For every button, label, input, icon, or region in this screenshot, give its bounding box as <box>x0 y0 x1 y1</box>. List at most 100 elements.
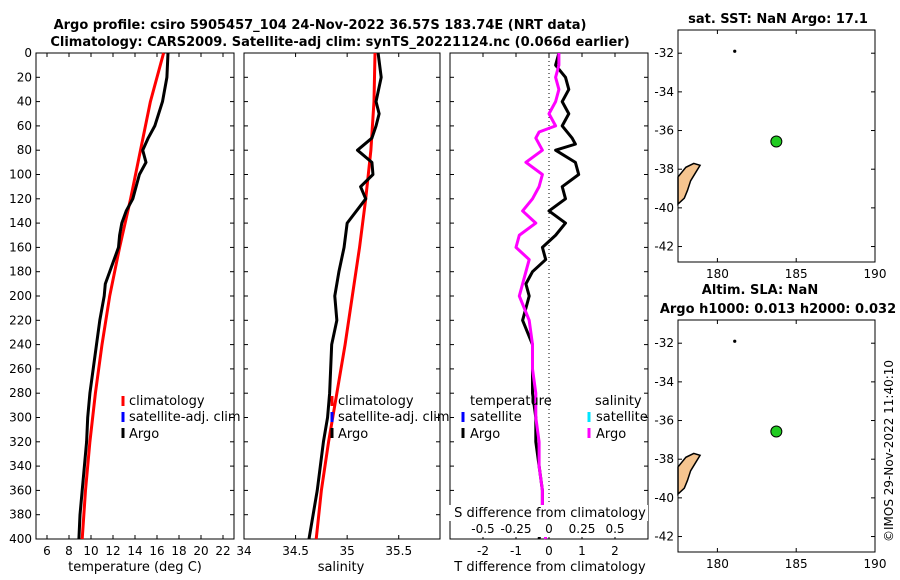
legend-climatology-label: climatology <box>338 394 414 409</box>
temperature-axis-label: temperature (deg C) <box>68 560 202 575</box>
x-tick-label: -1 <box>510 544 522 558</box>
y-tick-label: 200 <box>9 289 32 303</box>
plot-frame <box>35 52 235 540</box>
coastline-land <box>677 162 702 206</box>
y-tick-label: 280 <box>9 386 32 400</box>
sst-map-panel: sat. SST: NaN Argo: 17.1 -32 -34 -36 -38 -40… <box>654 12 886 281</box>
legend-satellite-label: satellite-adj. clim <box>338 410 450 425</box>
x-tick-label: 0 <box>545 544 553 558</box>
sst-map-title: sat. SST: NaN Argo: 17.1 <box>688 12 868 27</box>
y-tick-label: 120 <box>9 192 32 206</box>
legend-t-satellite-label: satellite <box>470 410 522 425</box>
x-tick-label: 10 <box>83 544 98 558</box>
difference-legend: temperature satellite Argo salinity sate… <box>461 394 648 442</box>
y-tick-label: 240 <box>9 338 32 352</box>
plot-frame <box>243 52 441 540</box>
map-y-tick-label: -32 <box>654 336 674 350</box>
x-tick-label: 6 <box>43 544 51 558</box>
x-tick-label: 16 <box>149 544 164 558</box>
legend-climatology-label: climatology <box>129 394 205 409</box>
temperature-legend: climatology satellite-adj. clim Argo <box>121 394 241 442</box>
legend-argo-label: Argo <box>338 427 368 442</box>
y-tick-label: 140 <box>9 216 32 230</box>
y-tick-label: 300 <box>9 411 32 425</box>
map-y-tick-label: -42 <box>654 240 674 254</box>
sla-map-subtitle: Argo h1000: 0.013 h2000: 0.032 <box>660 302 896 317</box>
y-tick-label: 400 <box>9 532 32 546</box>
y-tick-label: 100 <box>9 168 32 182</box>
temperature-panel: 0 20 40 60 80 100 120 140 160 180 200 220 240 260 280 3… <box>9 46 241 575</box>
map-x-tick-label: 180 <box>706 267 729 281</box>
sla-map-title: Altim. SLA: NaN <box>702 283 818 298</box>
s-difference-tick-label: -0.25 <box>500 522 531 536</box>
legend-satellite-label: satellite-adj. clim <box>129 410 241 425</box>
y-tick-label: 60 <box>17 119 32 133</box>
series-line-climatology <box>80 52 166 540</box>
y-tick-label: 220 <box>9 313 32 327</box>
s-difference-tick-label: -0.5 <box>471 522 494 536</box>
map-y-tick-label: -40 <box>654 201 674 215</box>
figure-title-line1: Argo profile: csiro 5905457_104 24-Nov-2… <box>54 18 587 33</box>
s-difference-tick-label: 0 <box>545 522 553 536</box>
y-tick-label: 180 <box>9 265 32 279</box>
s-difference-ticks-bg <box>465 521 637 537</box>
argo-float-marker <box>770 425 783 438</box>
x-tick-label: 34 <box>236 544 251 558</box>
y-tick-label: 260 <box>9 362 32 376</box>
x-tick-label: 34.5 <box>282 544 309 558</box>
map-y-tick-label: -34 <box>654 375 674 389</box>
difference-panel: -2 -1 0 1 2 T difference from climatology S … <box>448 52 649 575</box>
figure-title-line2: Climatology: CARS2009. Satellite-adj cli… <box>50 35 629 50</box>
map-x-tick-label: 185 <box>785 557 808 571</box>
x-tick-label: 35 <box>340 544 355 558</box>
y-tick-label: 160 <box>9 240 32 254</box>
y-tick-label: 340 <box>9 459 32 473</box>
legend-s-argo-label: Argo <box>596 427 626 442</box>
series-line-argo <box>77 52 170 540</box>
series-line-argo <box>307 52 383 540</box>
map-y-tick-label: -36 <box>654 124 674 138</box>
island-marker <box>733 49 737 53</box>
y-tick-label: 320 <box>9 435 32 449</box>
salinity-legend: climatology satellite-adj. clim Argo <box>330 394 450 442</box>
y-tick-label: 80 <box>17 143 32 157</box>
x-tick-label: 35.5 <box>385 544 412 558</box>
salinity-panel: 34 34.5 35 35.5 salinity climatology satell… <box>236 52 450 575</box>
x-tick-label: 22 <box>215 544 230 558</box>
coastline-land <box>677 452 702 496</box>
s-difference-label-bg <box>448 505 648 521</box>
sla-map-panel: Altim. SLA: NaN Argo h1000: 0.013 h2000:… <box>654 283 896 571</box>
s-difference-tick-label: 0.25 <box>569 522 596 536</box>
island-marker <box>733 339 737 343</box>
map-y-tick-label: -40 <box>654 491 674 505</box>
imos-timestamp: ©IMOS 29-Nov-2022 11:40:10 <box>882 360 896 542</box>
map-y-tick-label: -38 <box>654 162 674 176</box>
x-tick-label: 18 <box>171 544 186 558</box>
y-tick-label: 40 <box>17 95 32 109</box>
map-x-tick-label: 180 <box>706 557 729 571</box>
map-x-tick-label: 185 <box>785 267 808 281</box>
series-line-salinity-argo <box>514 53 561 540</box>
s-difference-tick-label: 0.5 <box>605 522 624 536</box>
x-tick-label: 12 <box>105 544 120 558</box>
y-tick-label: 0 <box>24 46 32 60</box>
salinity-axis-label: salinity <box>318 560 365 575</box>
x-tick-label: 2 <box>611 544 619 558</box>
x-tick-label: 14 <box>127 544 142 558</box>
x-tick-label: 8 <box>65 544 73 558</box>
s-difference-axis-label: S difference from climatology <box>454 506 646 521</box>
legend-t-argo-label: Argo <box>470 427 500 442</box>
map-y-tick-label: -38 <box>654 452 674 466</box>
x-tick-label: 20 <box>193 544 208 558</box>
legend-s-satellite-label: satellite <box>596 410 648 425</box>
argo-float-marker <box>770 135 783 148</box>
map-x-tick-label: 190 <box>864 557 887 571</box>
map-y-tick-label: -42 <box>654 530 674 544</box>
y-tick-label: 20 <box>17 70 32 84</box>
x-tick-label: -2 <box>477 544 489 558</box>
map-y-tick-label: -36 <box>654 414 674 428</box>
legend-argo-label: Argo <box>129 427 159 442</box>
map-y-tick-label: -34 <box>654 85 674 99</box>
map-x-tick-label: 190 <box>864 267 887 281</box>
